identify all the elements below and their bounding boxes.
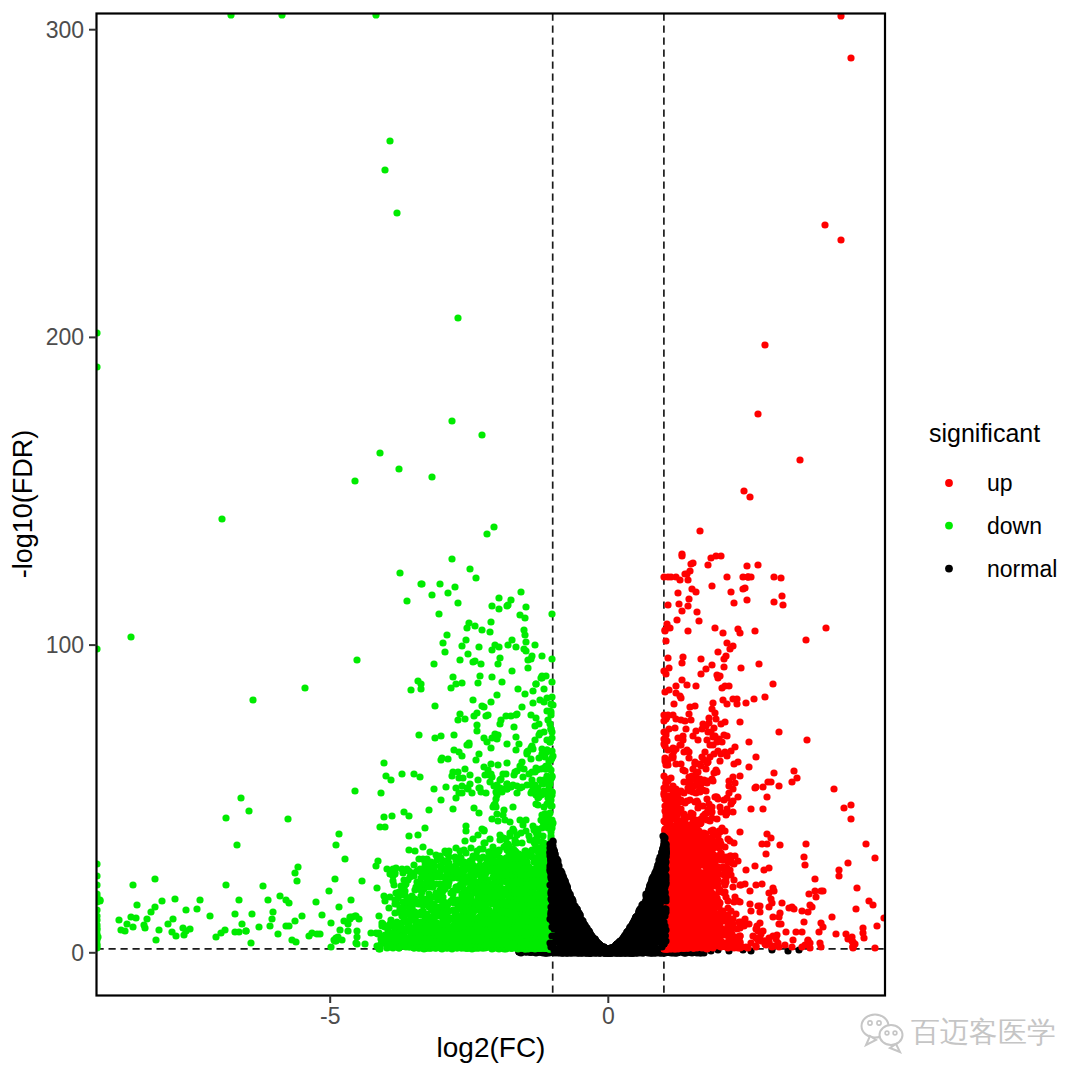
- svg-text:up: up: [987, 470, 1013, 496]
- svg-text:log2(FC): log2(FC): [437, 1032, 546, 1063]
- svg-text:0: 0: [602, 1003, 615, 1029]
- svg-text:significant: significant: [929, 419, 1040, 447]
- svg-text:300: 300: [46, 17, 84, 43]
- svg-text:百迈客医学: 百迈客医学: [911, 1016, 1056, 1048]
- svg-text:-log10(FDR): -log10(FDR): [8, 430, 38, 579]
- svg-text:100: 100: [46, 632, 84, 658]
- svg-text:down: down: [987, 513, 1042, 539]
- svg-text:200: 200: [46, 324, 84, 350]
- svg-text:0: 0: [71, 940, 84, 966]
- svg-text:-5: -5: [320, 1003, 340, 1029]
- svg-text:normal: normal: [987, 556, 1057, 582]
